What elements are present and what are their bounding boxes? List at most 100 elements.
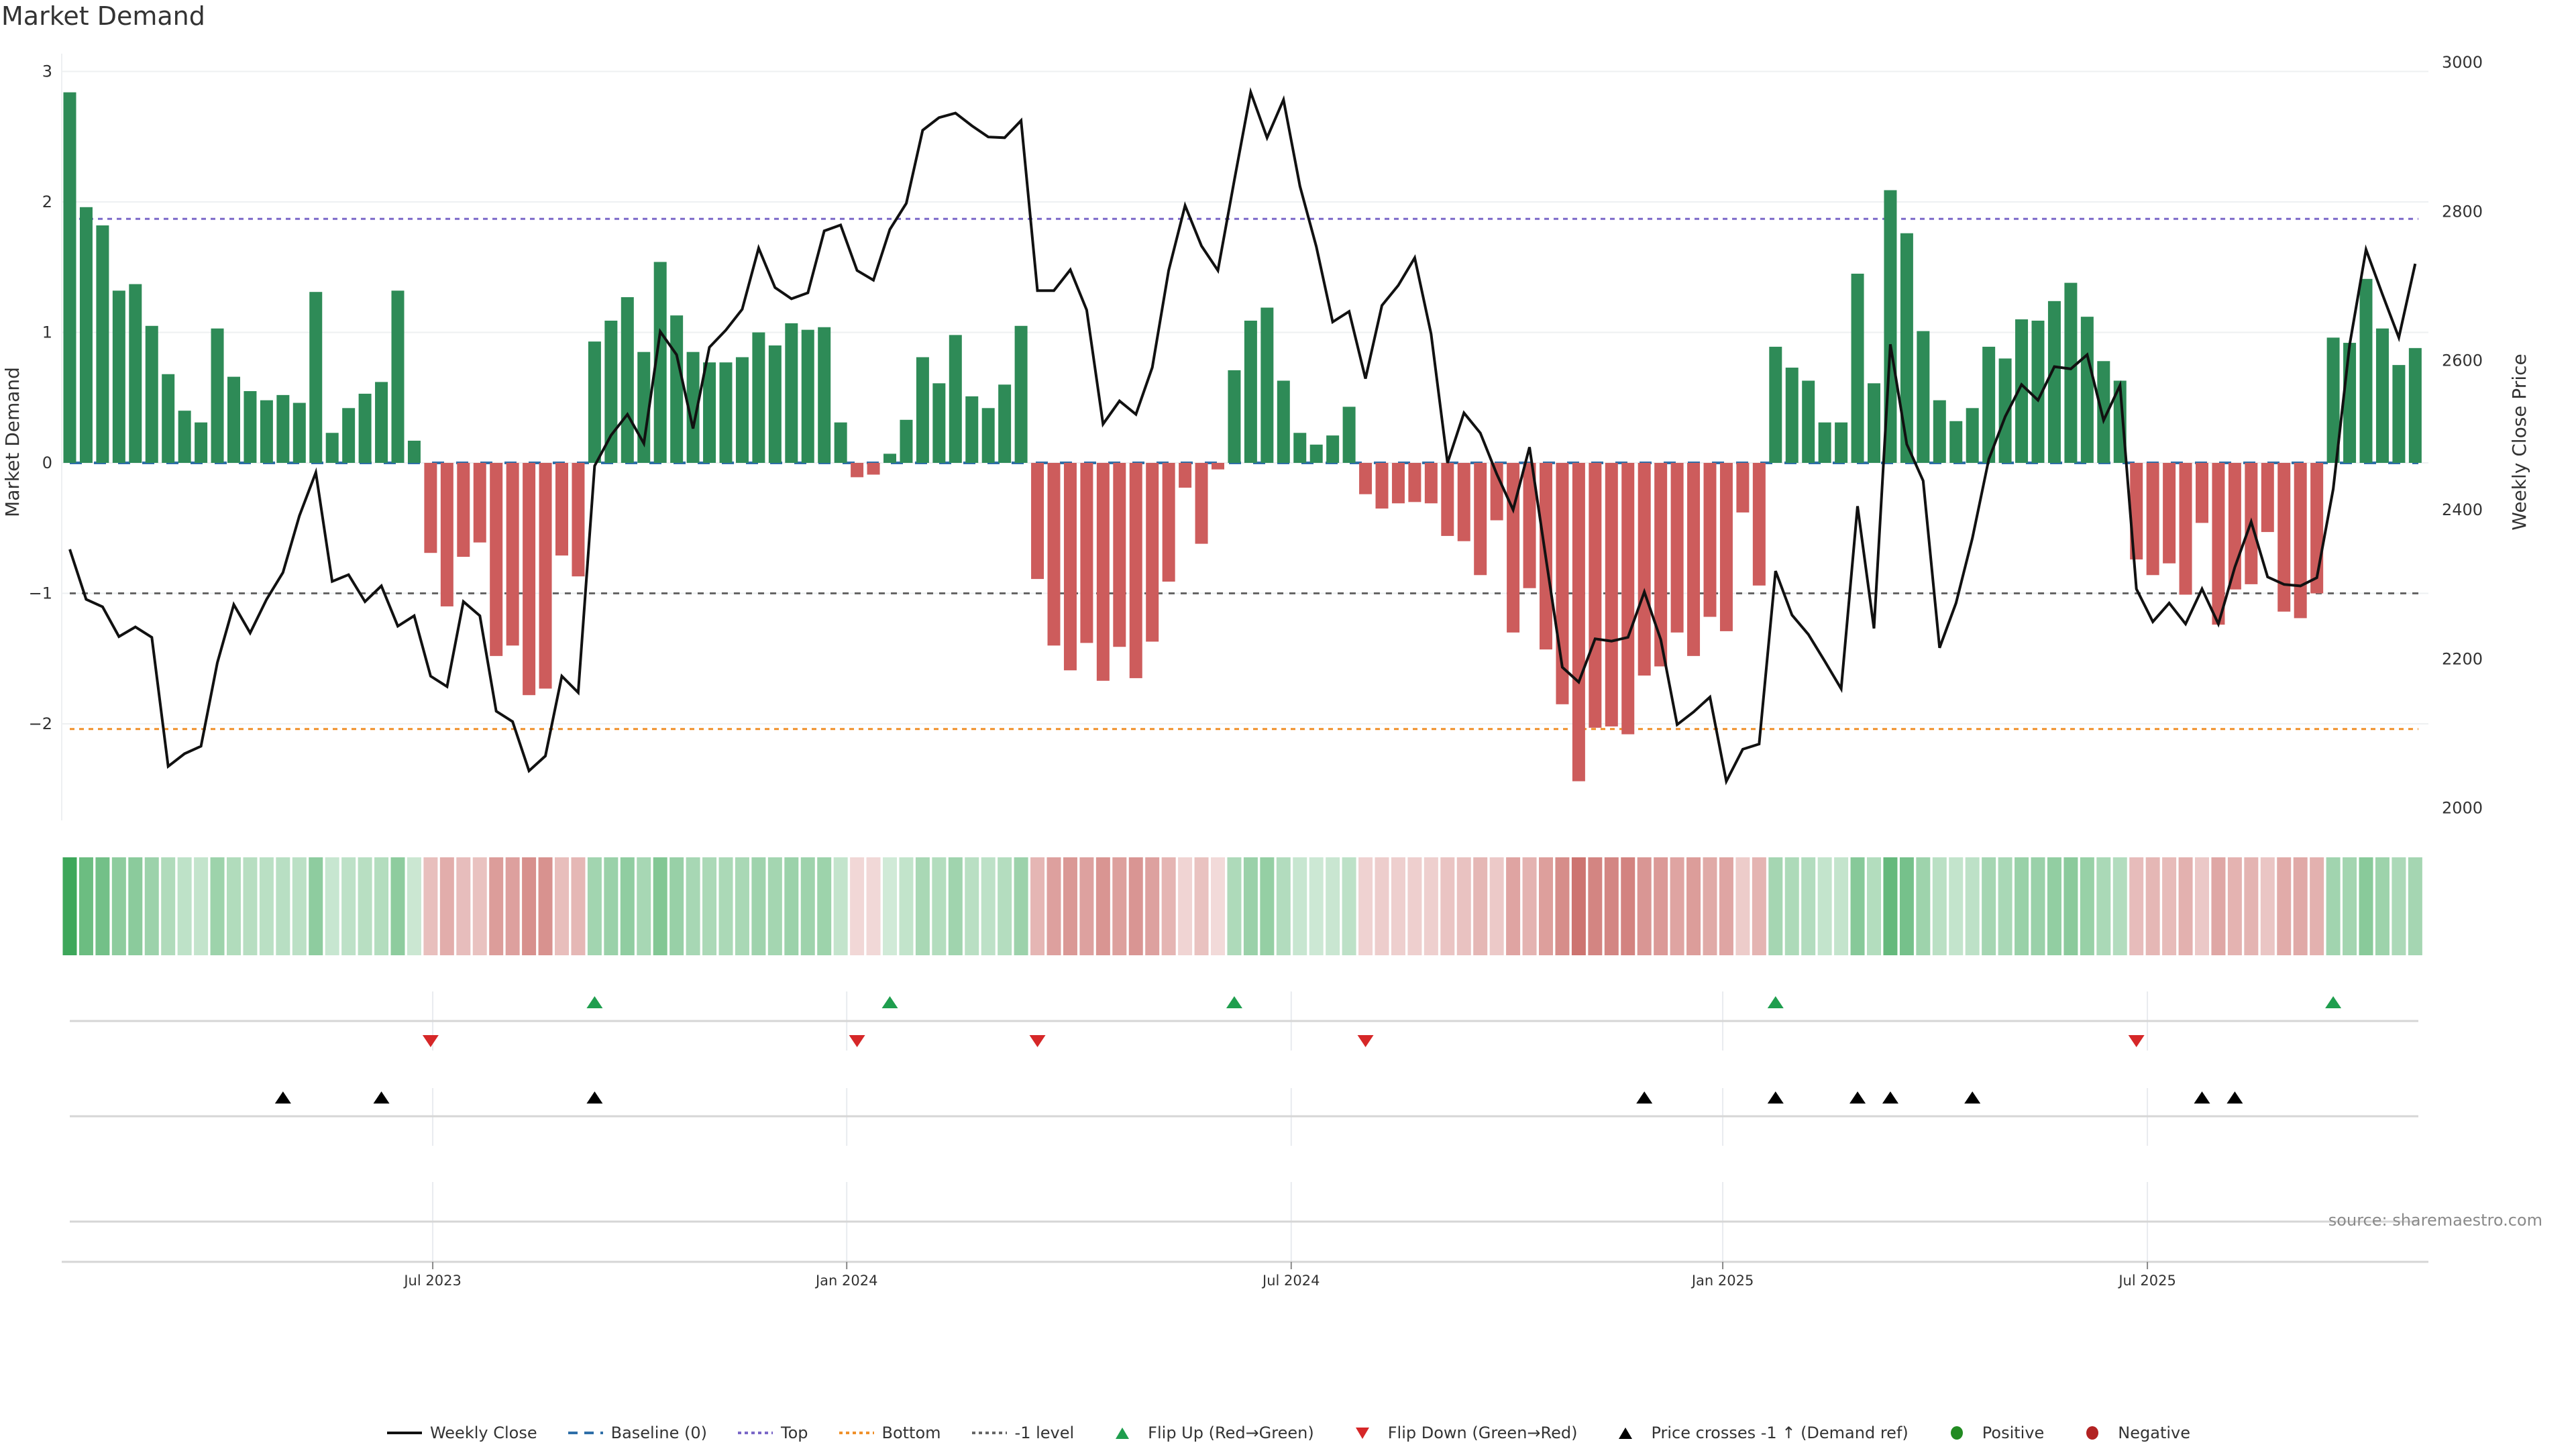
- heatmap-cell: [2080, 857, 2094, 955]
- heatmap-cell: [538, 857, 553, 955]
- demand-bar: [1113, 463, 1126, 647]
- legend-dash-icon: [567, 1426, 604, 1440]
- price-cross-marker: [2194, 1091, 2210, 1104]
- heatmap-cell: [456, 857, 471, 955]
- heatmap-cell: [2392, 857, 2406, 955]
- y-axis-label: Market Demand: [1, 367, 23, 517]
- heatmap-cell: [1506, 857, 1521, 955]
- heatmap-cell: [1932, 857, 1947, 955]
- heatmap-cell: [259, 857, 274, 955]
- legend-triangle-up-icon: [1607, 1426, 1644, 1440]
- heatmap-cell: [883, 857, 897, 955]
- heatmap-cell: [1063, 857, 1077, 955]
- demand-bar: [932, 383, 946, 463]
- heatmap-cell: [669, 857, 684, 955]
- heatmap-cell: [1424, 857, 1438, 955]
- demand-bar: [1868, 383, 1880, 463]
- heatmap-cell: [341, 857, 356, 955]
- heatmap-cell: [1784, 857, 1799, 955]
- legend-line-icon: [386, 1426, 423, 1440]
- heatmap-cell: [2195, 857, 2209, 955]
- demand-bar: [1703, 463, 1717, 617]
- demand-bar: [342, 408, 356, 463]
- heatmap-cell: [2063, 857, 2078, 955]
- demand-bar: [1523, 463, 1536, 588]
- legend-item: Negative: [2074, 1424, 2190, 1442]
- demand-bar: [1162, 463, 1175, 582]
- heatmap-cell: [407, 857, 421, 955]
- demand-bar: [292, 402, 306, 463]
- demand-bar: [1785, 368, 1799, 463]
- demand-bar: [555, 463, 568, 556]
- demand-bar: [1014, 325, 1028, 463]
- heatmap-cell: [2326, 857, 2341, 955]
- heatmap-cell: [1555, 857, 1570, 955]
- demand-bar: [424, 463, 437, 553]
- demand-bar: [96, 225, 109, 463]
- heatmap-cell: [2227, 857, 2242, 955]
- heatmap-cell: [292, 857, 307, 955]
- demand-bar: [1195, 463, 1208, 544]
- demand-bar: [883, 453, 896, 463]
- demand-bar: [1638, 463, 1651, 676]
- legend-label: Negative: [2118, 1424, 2191, 1442]
- heatmap-cell: [522, 857, 537, 955]
- demand-bar: [1031, 463, 1044, 580]
- heatmap-cell: [1752, 857, 1766, 955]
- demand-bar: [2163, 463, 2176, 564]
- demand-bar: [1441, 463, 1454, 536]
- heatmap-cell: [866, 857, 881, 955]
- demand-bar: [1851, 273, 1864, 463]
- heatmap-cell: [1095, 857, 1110, 955]
- x-tick-label: Jul 2025: [2117, 1273, 2176, 1289]
- event-markers: [70, 996, 2418, 1223]
- heatmap-cell: [1539, 857, 1553, 955]
- demand-bar: [735, 357, 749, 463]
- heatmap-cell: [784, 857, 799, 955]
- legend-label: Top: [781, 1424, 808, 1442]
- demand-bar: [473, 463, 486, 543]
- demand-bar: [785, 323, 798, 463]
- demand-bar: [1654, 463, 1668, 667]
- demand-bar: [2080, 317, 2094, 463]
- heatmap-cell: [1326, 857, 1340, 955]
- demand-bar: [1835, 422, 1848, 463]
- demand-bar: [949, 335, 962, 463]
- heatmap-cell: [2031, 857, 2045, 955]
- demand-bar: [2196, 463, 2208, 523]
- demand-bar: [490, 463, 503, 656]
- demand-bar: [2212, 463, 2225, 625]
- heatmap-cell: [2343, 857, 2357, 955]
- heatmap-cell: [390, 857, 405, 955]
- demand-bar: [2146, 463, 2159, 576]
- heatmap-cell: [915, 857, 930, 955]
- demand-bar: [244, 391, 257, 463]
- y2-tick-label: 2000: [2442, 799, 2483, 818]
- heatmap-cell: [505, 857, 520, 955]
- heatmap-cell: [1391, 857, 1405, 955]
- demand-bar: [1277, 380, 1290, 463]
- demand-bar: [457, 463, 470, 557]
- demand-bar: [981, 408, 995, 463]
- heatmap-cell: [1719, 857, 1733, 955]
- heatmap-cell: [1293, 857, 1307, 955]
- flip-down-marker: [849, 1035, 865, 1047]
- demand-bar: [604, 320, 618, 463]
- legend-dot-icon: [971, 1426, 1008, 1440]
- heatmap-cell: [1949, 857, 1964, 955]
- demand-bar: [2343, 343, 2357, 463]
- price-cross-marker: [1767, 1091, 1784, 1104]
- heatmap-cell: [1899, 857, 1914, 955]
- heatmap-cell: [604, 857, 619, 955]
- flip-down-marker: [1029, 1035, 1046, 1047]
- heatmap-cell: [1276, 857, 1291, 955]
- demand-bar: [2097, 361, 2110, 463]
- y2-tick-label: 2800: [2442, 202, 2483, 221]
- demand-bar: [2294, 463, 2307, 619]
- demand-bar: [1719, 463, 1733, 631]
- heatmap-cell: [1801, 857, 1816, 955]
- demand-bar: [276, 394, 290, 463]
- heatmap-cell: [276, 857, 290, 955]
- legend-circle-icon: [2074, 1426, 2111, 1440]
- demand-bar: [391, 290, 405, 463]
